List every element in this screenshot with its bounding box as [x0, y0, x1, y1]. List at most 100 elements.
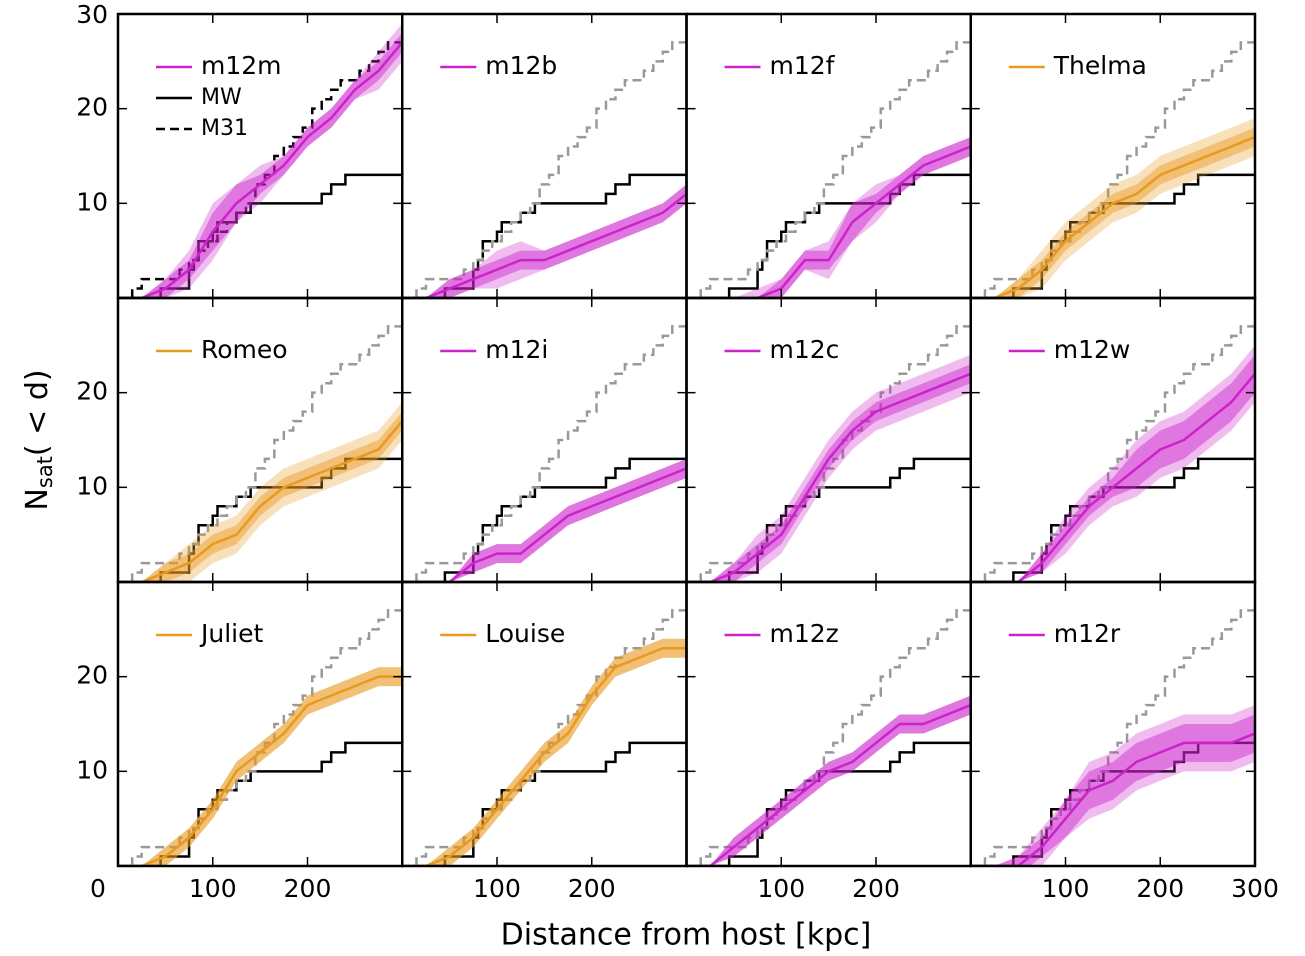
m31-line	[118, 325, 403, 582]
legend-label: MW	[201, 85, 242, 110]
legend-label: Juliet	[199, 619, 263, 648]
mw-line	[402, 741, 687, 866]
panel	[970, 41, 1255, 298]
outer-band	[118, 667, 403, 866]
outer-band	[970, 705, 1255, 866]
inner-band	[118, 667, 403, 866]
outer-band	[686, 354, 971, 582]
legend-label: Thelma	[1053, 51, 1147, 80]
host-line	[118, 675, 403, 866]
m31-line	[118, 41, 403, 298]
x-tick-label: 100	[473, 874, 521, 903]
host-line	[118, 420, 403, 582]
host-line	[686, 703, 971, 866]
legend-label: M31	[201, 116, 248, 141]
m31-line	[402, 325, 687, 582]
inner-band	[970, 127, 1255, 298]
mw-line	[402, 457, 687, 582]
legend-label: m12r	[1054, 619, 1121, 648]
y-label-sub: sat	[33, 456, 57, 488]
host-line	[402, 467, 687, 582]
host-line	[970, 135, 1255, 298]
mw-line	[970, 173, 1255, 298]
inner-band	[686, 695, 971, 866]
mw-line	[686, 457, 971, 582]
inner-band	[402, 184, 687, 298]
x-tick-label: 200	[1136, 874, 1184, 903]
outer-band	[686, 137, 971, 298]
x-tick-label: 100	[757, 874, 805, 903]
legend-label: Romeo	[201, 335, 288, 364]
panel	[970, 609, 1255, 866]
panel	[118, 609, 403, 866]
y-tick-label: 10	[76, 187, 108, 216]
host-line	[686, 145, 971, 298]
outer-band	[118, 402, 403, 582]
panel	[402, 609, 687, 866]
panel	[970, 325, 1255, 582]
y-label-tail: ( < d)	[20, 369, 55, 456]
mw-line	[402, 173, 687, 298]
x-tick-label: 300	[1231, 874, 1279, 903]
host-line	[402, 192, 687, 298]
inner-band	[686, 137, 971, 298]
legend-label: m12w	[1054, 335, 1131, 364]
y-tick-label: 20	[76, 377, 108, 406]
m31-line	[686, 41, 971, 298]
m31-line	[686, 609, 971, 866]
x-tick-label: 200	[568, 874, 616, 903]
outer-band	[402, 184, 687, 298]
outer-band	[970, 118, 1255, 298]
m31-line	[970, 325, 1255, 582]
panel	[686, 325, 971, 582]
y-tick-label: 20	[76, 661, 108, 690]
m31-line	[970, 609, 1255, 866]
panel	[118, 325, 403, 582]
outer-band	[970, 345, 1255, 582]
x-tick-label: 100	[189, 874, 237, 903]
outer-band	[686, 695, 971, 866]
legend-label: Louise	[485, 619, 565, 648]
x-tick-label: 200	[284, 874, 332, 903]
panel-frame	[969, 580, 1257, 868]
panel	[402, 325, 687, 582]
host-line	[402, 647, 687, 866]
m31-line	[686, 325, 971, 582]
m31-line	[118, 609, 403, 866]
mw-line	[118, 173, 403, 298]
legend-label: m12b	[485, 51, 557, 80]
mw-line	[686, 173, 971, 298]
host-line	[970, 372, 1255, 582]
x-tick-label: 200	[852, 874, 900, 903]
host-line	[118, 41, 403, 298]
x-tick-label: 100	[1042, 874, 1090, 903]
mw-line	[118, 457, 403, 582]
legend-label: m12c	[770, 335, 840, 364]
panel	[118, 23, 403, 298]
y-tick-label: 30	[76, 0, 108, 29]
host-line	[970, 732, 1255, 866]
inner-band	[118, 411, 403, 582]
inner-band	[970, 714, 1255, 866]
panel	[686, 41, 971, 298]
x-tick-label: 0	[90, 874, 106, 903]
mw-line	[118, 741, 403, 866]
mw-line	[686, 741, 971, 866]
m31-line	[970, 41, 1255, 298]
x-axis-label: Distance from host [kpc]	[501, 918, 872, 953]
m31-line	[402, 609, 687, 866]
panel	[402, 41, 687, 298]
host-line	[686, 372, 971, 582]
inner-band	[402, 458, 687, 582]
outer-band	[402, 458, 687, 582]
legend-label: m12i	[485, 335, 548, 364]
y-tick-label: 10	[76, 755, 108, 784]
y-axis-label: Nsat( < d)	[20, 369, 58, 510]
legend-label: m12f	[770, 51, 836, 80]
legend-label: m12z	[770, 619, 839, 648]
mw-line	[970, 457, 1255, 582]
y-label-main: N	[20, 488, 55, 510]
panel	[686, 609, 971, 866]
mw-line	[970, 741, 1255, 866]
